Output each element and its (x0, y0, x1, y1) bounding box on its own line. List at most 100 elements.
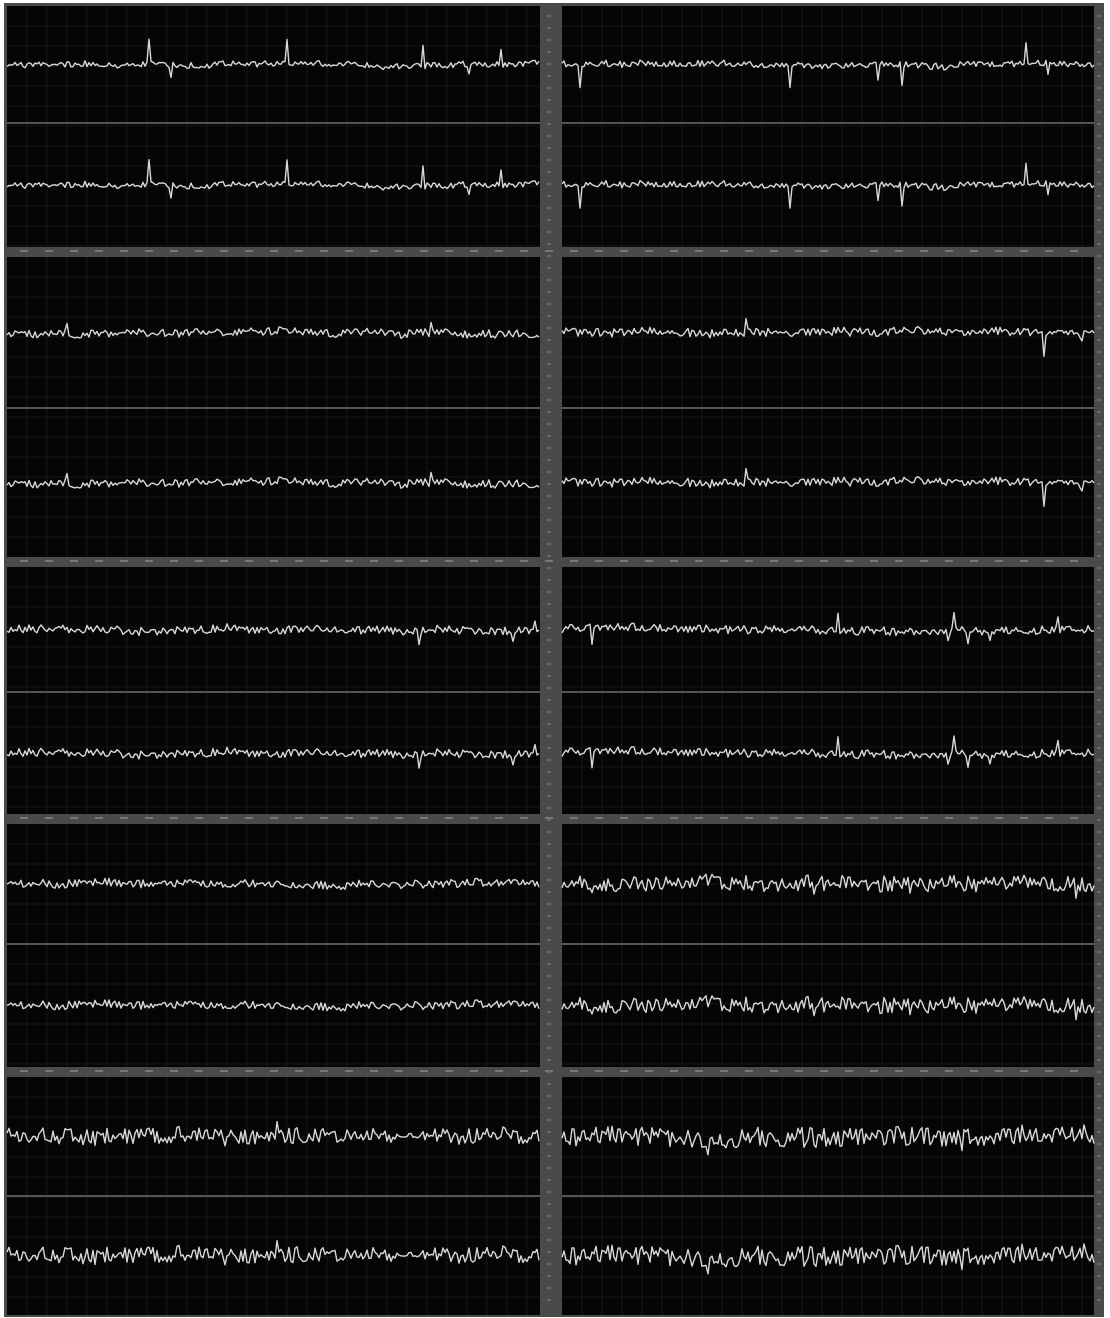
ruler-tick (1097, 579, 1101, 581)
ruler-tick (670, 560, 678, 562)
ruler-tick (1097, 507, 1101, 509)
ruler-tick (1097, 543, 1101, 545)
ruler-tick (547, 123, 551, 125)
ruler-tick (547, 1119, 551, 1121)
ruler-tick (945, 560, 953, 562)
ruler-tick (547, 591, 551, 593)
ruler-tick (1097, 807, 1101, 809)
ruler-tick (645, 817, 653, 819)
ruler-tick (995, 560, 1003, 562)
trace (561, 162, 1095, 209)
panel (562, 567, 1094, 814)
ruler-tick (1097, 651, 1101, 653)
ruler-tick (547, 243, 551, 245)
ruler-tick (1020, 250, 1028, 252)
ruler-tick (470, 1070, 478, 1072)
ruler-tick (547, 363, 551, 365)
ruler-tick (595, 250, 603, 252)
ruler-tick (547, 1191, 551, 1193)
ruler-tick (770, 1070, 778, 1072)
ruler-tick (895, 1070, 903, 1072)
ruler-tick (1097, 411, 1101, 413)
ruler-tick (547, 279, 551, 281)
ruler-tick (970, 250, 978, 252)
ruler-tick (547, 531, 551, 533)
ruler-tick (547, 627, 551, 629)
ruler-tick (45, 1070, 53, 1072)
ruler-tick (1097, 759, 1101, 761)
ruler-tick (645, 560, 653, 562)
ruler-tick (547, 1059, 551, 1061)
ruler-tick (1097, 915, 1101, 917)
ruler-tick (1097, 987, 1101, 989)
ruler-tick (547, 135, 551, 137)
ruler-tick (1097, 1239, 1101, 1241)
ruler-tick (1070, 250, 1078, 252)
ruler-tick (720, 817, 728, 819)
ruler-tick (1097, 795, 1101, 797)
ruler-tick (547, 927, 551, 929)
trace (6, 471, 540, 489)
ruler-tick (445, 1070, 453, 1072)
ruler-tick (547, 183, 551, 185)
ruler-tick (195, 250, 203, 252)
ruler-tick (720, 250, 728, 252)
ruler-tick (170, 250, 178, 252)
ruler-tick (95, 250, 103, 252)
ruler-tick (570, 560, 578, 562)
ruler-tick (547, 387, 551, 389)
ruler-tick (547, 171, 551, 173)
ruler-tick (395, 250, 403, 252)
ruler-tick (595, 1070, 603, 1072)
ruler-tick (920, 250, 928, 252)
ruler-tick (45, 250, 53, 252)
ruler-tick (1097, 1023, 1101, 1025)
ruler-tick (1097, 963, 1101, 965)
ruler-tick (1097, 663, 1101, 665)
ruler-tick (547, 219, 551, 221)
ruler-tick (770, 250, 778, 252)
ruler-tick (295, 250, 303, 252)
trace (561, 611, 1095, 645)
trace (6, 38, 540, 79)
ruler-tick (1097, 975, 1101, 977)
ruler-tick (445, 560, 453, 562)
ruler-tick (970, 560, 978, 562)
ruler-tick (1097, 207, 1101, 209)
trace (561, 1243, 1095, 1275)
ruler-tick (70, 817, 78, 819)
ruler-tick (547, 423, 551, 425)
ruler-tick (1097, 459, 1101, 461)
ruler-tick (1097, 867, 1101, 869)
ruler-tick (1097, 1275, 1101, 1277)
ruler-tick (195, 817, 203, 819)
ruler-tick (170, 1070, 178, 1072)
ruler-tick (1097, 1143, 1101, 1145)
ruler-tick (1097, 27, 1101, 29)
trace (6, 620, 540, 646)
ruler-tick (1097, 123, 1101, 125)
ruler-tick (520, 817, 528, 819)
ruler-tick (870, 817, 878, 819)
ruler-tick (547, 1227, 551, 1229)
ruler-tick (120, 250, 128, 252)
ruler-tick (1097, 99, 1101, 101)
ruler-tick (547, 471, 551, 473)
ruler-tick (547, 1155, 551, 1157)
ruler-tick (145, 250, 153, 252)
ruler-tick (547, 159, 551, 161)
ruler-tick (547, 891, 551, 893)
ruler-tick (1097, 1227, 1101, 1229)
trace (561, 995, 1095, 1021)
ruler-tick (670, 817, 678, 819)
ruler-tick (170, 560, 178, 562)
trace (6, 321, 540, 339)
ruler-tick (695, 1070, 703, 1072)
ruler-tick (547, 879, 551, 881)
ruler-tick (1097, 747, 1101, 749)
ruler-tick (120, 1070, 128, 1072)
ruler-tick (820, 560, 828, 562)
trace (6, 877, 540, 891)
ruler-tick (1070, 1070, 1078, 1072)
ruler-tick (1097, 471, 1101, 473)
